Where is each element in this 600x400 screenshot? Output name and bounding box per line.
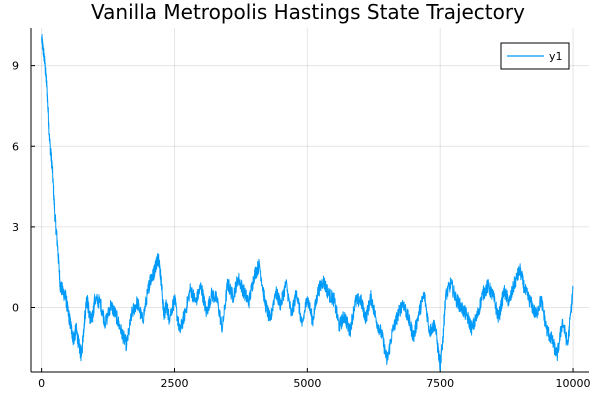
x-tick-label: 5000 xyxy=(293,377,321,390)
series xyxy=(41,34,574,371)
y-tick-label: 9 xyxy=(12,60,19,73)
legend: y1 xyxy=(500,42,570,70)
x-tick-label: 2500 xyxy=(160,377,188,390)
x-tick-labels: 0 2500 5000 7500 10000 xyxy=(38,377,590,390)
x-tick-label: 7500 xyxy=(426,377,454,390)
y-tick-labels: 0 3 6 9 xyxy=(12,60,19,315)
y-tick-label: 6 xyxy=(12,140,19,153)
x-tick-label: 10000 xyxy=(556,377,591,390)
grid xyxy=(31,28,589,372)
axes xyxy=(30,28,589,373)
legend-label-y1: y1 xyxy=(549,50,563,63)
y-tick-label: 3 xyxy=(12,221,19,234)
chart-title: Vanilla Metropolis Hastings State Trajec… xyxy=(91,0,525,24)
series-line-y1 xyxy=(41,34,574,371)
x-tick-label: 0 xyxy=(38,377,45,390)
y-tick-label: 0 xyxy=(12,302,19,315)
